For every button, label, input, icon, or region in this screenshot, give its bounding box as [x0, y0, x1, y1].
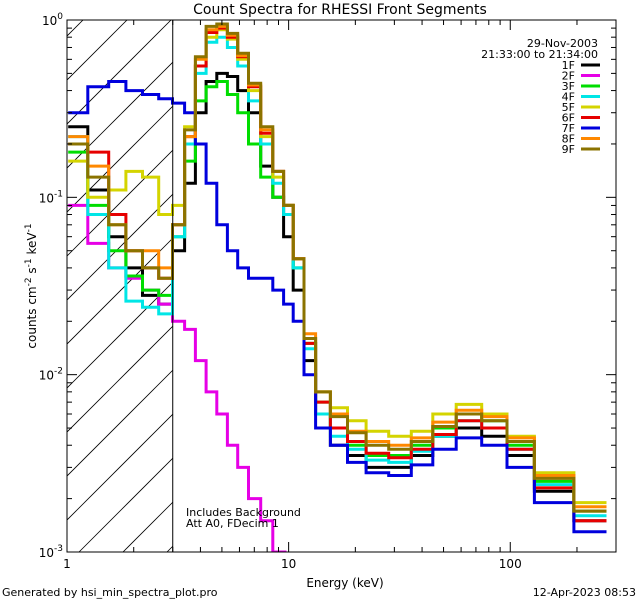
date-label: 29-Nov-2003	[527, 37, 598, 50]
annotation-background: Includes Background	[186, 506, 301, 519]
y-tick-label: 10-2	[39, 367, 63, 383]
legend-label-6F: 6F	[562, 112, 575, 125]
generated-by-footer: Generated by hsi_min_spectra_plot.pro	[2, 586, 218, 599]
series-line-5F	[68, 28, 607, 505]
plot-frame	[66, 19, 617, 553]
legend-label-2F: 2F	[562, 70, 575, 83]
legend-label-3F: 3F	[562, 80, 575, 93]
y-tick-label: 10-1	[39, 189, 63, 205]
legend-label-8F: 8F	[562, 133, 575, 146]
chart-title: Count Spectra for RHESSI Front Segments	[193, 2, 487, 18]
x-axis-label: Energy (keV)	[306, 576, 383, 590]
series-line-4F	[68, 35, 607, 518]
timestamp-footer: 12-Apr-2023 08:53	[533, 586, 636, 599]
time-range-label: 21:33:00 to 21:34:00	[481, 48, 598, 61]
legend-label-9F: 9F	[562, 143, 575, 156]
y-tick-label: 10-3	[39, 544, 63, 560]
legend-label-5F: 5F	[562, 101, 575, 114]
series-line-7F	[68, 80, 607, 534]
annotation-attenuator: Att A0, FDecim 1	[186, 517, 279, 530]
y-axis-label: counts cm-2 s-1 keV-1	[24, 223, 39, 348]
series-line-9F	[68, 22, 607, 513]
x-tick-label: 1	[63, 557, 71, 571]
axes: 1 10 100 10-3 10-2 10-1 100	[39, 12, 617, 571]
y-tick-label: 100	[42, 12, 63, 28]
legend-label-1F: 1F	[562, 59, 575, 72]
x-tick-label: 10	[281, 557, 296, 571]
x-tick-label: 100	[499, 557, 522, 571]
legend-label-7F: 7F	[562, 122, 575, 135]
hatch-line	[67, 20, 216, 169]
legend-label-4F: 4F	[562, 91, 575, 104]
